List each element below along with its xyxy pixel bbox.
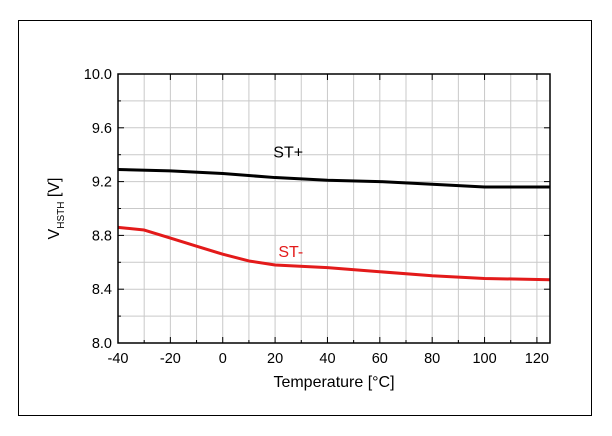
y-axis-title: VHSTH [V] <box>46 178 67 240</box>
series-line-st-plus <box>117 168 550 189</box>
y-tick-label: 8.0 <box>92 336 112 352</box>
chart-frame: -40 -20 0 20 40 60 80 100 120 8.0 8.4 8.8 9.2 9.6 10.0… <box>18 20 592 416</box>
voltage-vs-temperature-chart: -40 -20 0 20 40 60 80 100 120 8.0 8.4 8.8 9.2 9.6 10.0… <box>46 67 551 391</box>
x-tick-label: 0 <box>219 351 227 367</box>
series-line-st-minus <box>117 225 551 282</box>
y-axis-title-unit: [V] <box>46 178 63 202</box>
x-tick-label: 120 <box>525 351 549 367</box>
x-tick-label: -40 <box>108 351 129 367</box>
x-axis-title: Temperature [°C] <box>273 374 394 391</box>
y-tick-label: 10.0 <box>84 67 112 83</box>
series-label-st-minus: ST- <box>278 244 303 261</box>
y-tick-label: 9.2 <box>92 175 112 191</box>
x-tick-label: -20 <box>160 351 181 367</box>
y-axis-title-subscript: HSTH <box>56 202 67 229</box>
x-tick-label: 20 <box>267 351 283 367</box>
x-tick-label: 40 <box>319 351 335 367</box>
y-tick-label: 8.4 <box>92 282 112 298</box>
y-tick-label: 9.6 <box>92 121 112 137</box>
x-tick-label: 60 <box>372 351 388 367</box>
x-tick-label: 80 <box>424 351 440 367</box>
y-axis-title-main: V <box>46 228 63 239</box>
x-tick-label: 100 <box>472 351 496 367</box>
y-tick-label: 8.8 <box>92 228 112 244</box>
series-label-st-plus: ST+ <box>273 144 303 161</box>
